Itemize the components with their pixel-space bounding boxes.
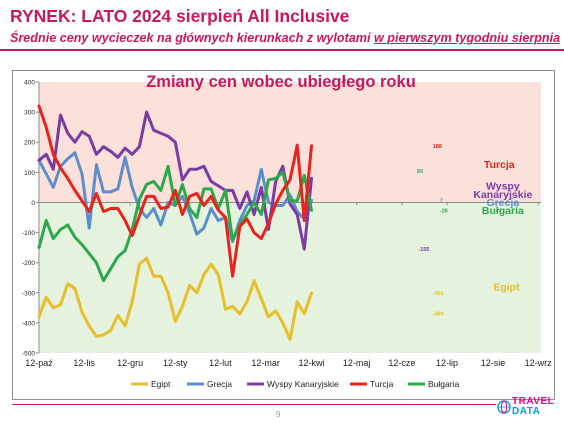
zone-decrease (39, 202, 541, 353)
series-line-turcja (37, 104, 313, 278)
x-tick-label: 12-lip (436, 358, 458, 368)
series-name-label: Wyspy (486, 180, 520, 192)
x-tick-label: 12-maj (343, 358, 371, 368)
y-tick-label: -500 (22, 351, 35, 358)
x-tick-label: 12-paź (25, 358, 53, 368)
y-tick-label: 400 (24, 80, 35, 87)
data-label: -155 (418, 247, 429, 253)
x-tick-label: 12-kwi (299, 358, 325, 368)
legend-entry: Egipt (151, 379, 171, 389)
series-line-egipt (37, 256, 313, 341)
series-name-label: Grecja (487, 197, 520, 209)
x-tick-label: 12-gru (117, 358, 143, 368)
chart-title: Zmiany cen wobec ubiegłego roku (146, 73, 416, 91)
legend-entry: Bułgaria (428, 379, 459, 389)
globe-icon (497, 400, 511, 414)
series-line-wyspy-kanaryjskie (37, 110, 313, 251)
y-tick-label: 100 (24, 170, 35, 177)
y-tick-label: 0 (31, 200, 35, 207)
data-label: -26 (440, 208, 448, 214)
series-name-label: Kanaryjskie (473, 189, 532, 201)
y-tick-label: -400 (22, 320, 35, 327)
logo-word-1: TRAVEL (512, 396, 555, 407)
legend-entry: Wyspy Kanaryjskie (267, 379, 339, 389)
x-tick-label: 12-sie (481, 358, 506, 368)
x-tick-label: 12-cze (388, 358, 415, 368)
data-label: 93 (417, 169, 423, 175)
legend-entry: Turcja (370, 379, 394, 389)
logo-word-2: DATA (512, 406, 541, 417)
y-tick-label: -200 (22, 260, 35, 267)
legend-entry: Grecja (207, 379, 232, 389)
page-subtitle: Średnie ceny wycieczek na głównych kieru… (10, 31, 562, 45)
data-label: -301 (433, 291, 444, 297)
data-label: 188 (433, 144, 442, 150)
footer-divider (12, 404, 496, 405)
data-label: 7 (440, 198, 443, 204)
x-tick-label: 12-sty (163, 358, 188, 368)
subtitle-text: Średnie ceny wycieczek na głównych kieru… (10, 31, 374, 45)
y-tick-label: -300 (22, 290, 35, 297)
y-tick-label: 300 (24, 110, 35, 117)
x-tick-label: 12-mar (251, 358, 280, 368)
x-tick-label: 12-lis (73, 358, 95, 368)
x-tick-label: 12-lut (209, 358, 232, 368)
travel-data-logo: TRAVEL DATA (497, 396, 559, 420)
series-name-label: Bułgaria (482, 205, 524, 217)
subtitle-underlined: w pierwszym tygodniu sierpnia (373, 31, 561, 45)
series-name-label: Turcja (484, 159, 515, 171)
page-number: 9 (276, 410, 281, 419)
zone-increase (39, 82, 541, 203)
page-title: RYNEK: LATO 2024 sierpień All Inclusive (10, 6, 350, 26)
chart-frame: 400 300 200 100 0 -100 -200 -300 -400 -500 12-paź 1… (12, 70, 555, 400)
data-label: -369 (433, 312, 444, 318)
series-name-label: Egipt (493, 281, 520, 293)
x-tick-label: 12-wrz (525, 358, 553, 368)
header-divider (0, 49, 564, 51)
series-line-bulgaria (37, 164, 313, 283)
y-tick-label: 200 (24, 140, 35, 147)
y-tick-label: -100 (22, 230, 35, 237)
